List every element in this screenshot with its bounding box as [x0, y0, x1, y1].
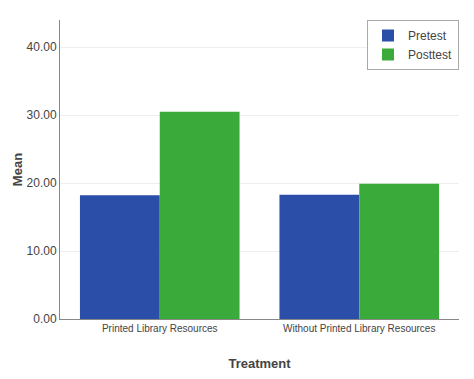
- svg-text:10.00: 10.00: [27, 244, 57, 258]
- svg-text:Printed Library Resources: Printed Library Resources: [102, 323, 218, 334]
- svg-text:Treatment: Treatment: [228, 356, 291, 371]
- svg-text:Posttest: Posttest: [408, 48, 452, 62]
- svg-text:40.00: 40.00: [27, 40, 57, 54]
- svg-text:0.00: 0.00: [33, 312, 57, 326]
- svg-text:20.00: 20.00: [27, 176, 57, 190]
- svg-text:Mean: Mean: [10, 153, 25, 186]
- svg-text:Without Printed Library Resour: Without Printed Library Resources: [283, 323, 435, 334]
- svg-text:Pretest: Pretest: [408, 29, 447, 43]
- svg-text:30.00: 30.00: [27, 108, 57, 122]
